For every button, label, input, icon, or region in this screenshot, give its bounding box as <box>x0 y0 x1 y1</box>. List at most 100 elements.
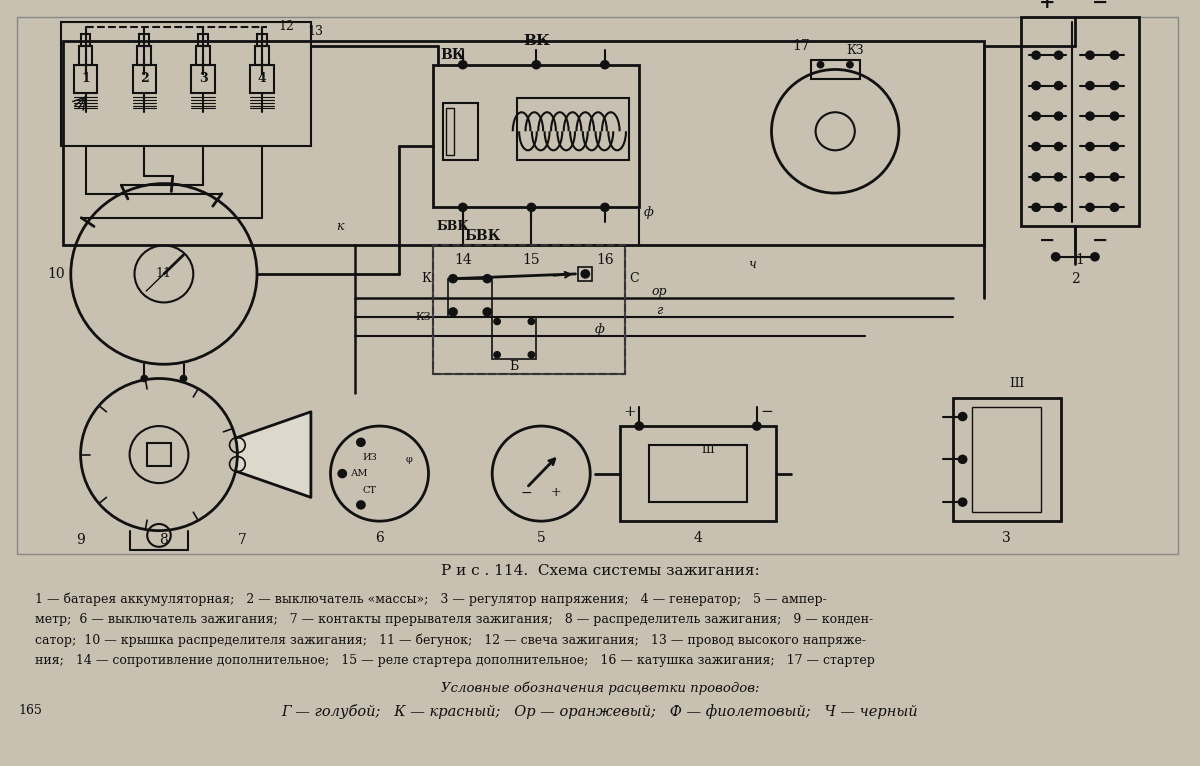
Bar <box>953 398 1061 521</box>
Circle shape <box>528 351 535 358</box>
Text: Ш: Ш <box>702 445 714 455</box>
Circle shape <box>1110 51 1120 60</box>
Text: 3: 3 <box>1002 532 1012 545</box>
Bar <box>79 46 92 64</box>
Circle shape <box>635 421 644 430</box>
Polygon shape <box>238 412 311 497</box>
Bar <box>811 60 859 79</box>
Bar <box>433 245 624 374</box>
Circle shape <box>1031 142 1042 151</box>
Bar <box>138 46 151 64</box>
Text: 12: 12 <box>278 20 294 33</box>
Text: ВК: ВК <box>440 48 466 62</box>
Circle shape <box>1090 252 1100 261</box>
Text: Условные обозначения расцветки проводов:: Условные обозначения расцветки проводов: <box>440 681 760 695</box>
Text: φ: φ <box>406 455 413 464</box>
Bar <box>433 245 624 374</box>
Text: 2: 2 <box>1070 272 1080 286</box>
Circle shape <box>1085 172 1094 182</box>
Circle shape <box>1031 51 1042 60</box>
Bar <box>649 445 748 502</box>
Circle shape <box>532 60 541 70</box>
Text: сатор;  10 — крышка распределителя зажигания;   11 — бегунок;   12 — свеча зажиг: сатор; 10 — крышка распределителя зажига… <box>35 633 866 647</box>
Circle shape <box>1110 81 1120 90</box>
Text: −: − <box>1092 0 1108 12</box>
Bar <box>148 444 170 466</box>
Text: АМ: АМ <box>352 469 368 478</box>
Text: ИЗ: ИЗ <box>362 453 377 462</box>
Text: 17: 17 <box>792 39 810 53</box>
Text: −: − <box>521 486 533 499</box>
Bar <box>139 34 149 46</box>
Bar <box>443 103 478 160</box>
Circle shape <box>1031 202 1042 212</box>
Bar <box>446 107 454 155</box>
Text: ф: ф <box>595 322 605 336</box>
Text: 1: 1 <box>82 73 90 86</box>
Circle shape <box>140 375 149 382</box>
Text: −: − <box>1092 231 1108 250</box>
Circle shape <box>1054 111 1063 121</box>
Bar <box>61 22 311 146</box>
Text: Ш: Ш <box>1009 377 1024 390</box>
Text: 5: 5 <box>536 532 546 545</box>
Circle shape <box>527 202 536 212</box>
Bar <box>972 407 1042 512</box>
Circle shape <box>1031 81 1042 90</box>
Text: +: + <box>551 486 562 499</box>
Text: 7: 7 <box>238 533 247 547</box>
Text: к: к <box>336 220 344 233</box>
Circle shape <box>1085 142 1094 151</box>
Circle shape <box>816 61 824 68</box>
Text: СТ: СТ <box>362 486 377 495</box>
Circle shape <box>1054 81 1063 90</box>
Text: 1 — батарея аккумуляторная;   2 — выключатель «массы»;   3 — регулятор напряжени: 1 — батарея аккумуляторная; 2 — выключат… <box>35 592 827 606</box>
Text: метр;  6 — выключатель зажигания;   7 — контакты прерывателя зажигания;   8 — ра: метр; 6 — выключатель зажигания; 7 — кон… <box>35 613 874 626</box>
Circle shape <box>493 318 502 326</box>
Text: 4: 4 <box>258 73 266 86</box>
Text: +: + <box>1039 0 1055 12</box>
Text: С: С <box>630 272 640 285</box>
Circle shape <box>600 202 610 212</box>
Circle shape <box>458 202 468 212</box>
Bar <box>578 267 592 280</box>
Circle shape <box>581 269 590 279</box>
Circle shape <box>1110 172 1120 182</box>
Text: Р и с . 114.  Схема системы зажигания:: Р и с . 114. Схема системы зажигания: <box>440 565 760 578</box>
Circle shape <box>1110 142 1120 151</box>
Text: 1: 1 <box>1075 253 1085 267</box>
Bar <box>62 41 984 245</box>
Text: −: − <box>1039 231 1055 250</box>
Circle shape <box>493 351 502 358</box>
Circle shape <box>846 61 854 68</box>
Circle shape <box>1051 252 1061 261</box>
Text: ч: ч <box>748 258 756 271</box>
Bar <box>448 279 492 316</box>
Circle shape <box>482 307 492 316</box>
Text: Г — голубой;   К — красный;   Ор — оранжевый;   Ф — фиолетовый;   Ч — черный: Г — голубой; К — красный; Ор — оранжевый… <box>282 704 918 719</box>
Text: −: − <box>761 404 773 419</box>
Text: 15: 15 <box>522 253 540 267</box>
Text: 165: 165 <box>18 704 42 717</box>
Text: КЗ: КЗ <box>846 44 864 57</box>
Circle shape <box>958 412 967 421</box>
Text: КЗ: КЗ <box>416 312 432 322</box>
Circle shape <box>1054 202 1063 212</box>
Circle shape <box>1110 111 1120 121</box>
Circle shape <box>1031 172 1042 182</box>
Text: 9: 9 <box>77 533 85 547</box>
Text: Б: Б <box>509 360 518 372</box>
Text: ор: ор <box>652 284 666 297</box>
Bar <box>197 46 210 64</box>
Bar <box>132 64 156 93</box>
Text: 2: 2 <box>140 73 149 86</box>
Text: 4: 4 <box>694 532 702 545</box>
Text: 6: 6 <box>376 532 384 545</box>
Text: 10: 10 <box>47 267 65 281</box>
Circle shape <box>600 60 610 70</box>
Bar <box>517 98 630 160</box>
Circle shape <box>1054 142 1063 151</box>
Text: г: г <box>655 303 662 316</box>
Circle shape <box>1085 51 1094 60</box>
Circle shape <box>356 500 366 509</box>
